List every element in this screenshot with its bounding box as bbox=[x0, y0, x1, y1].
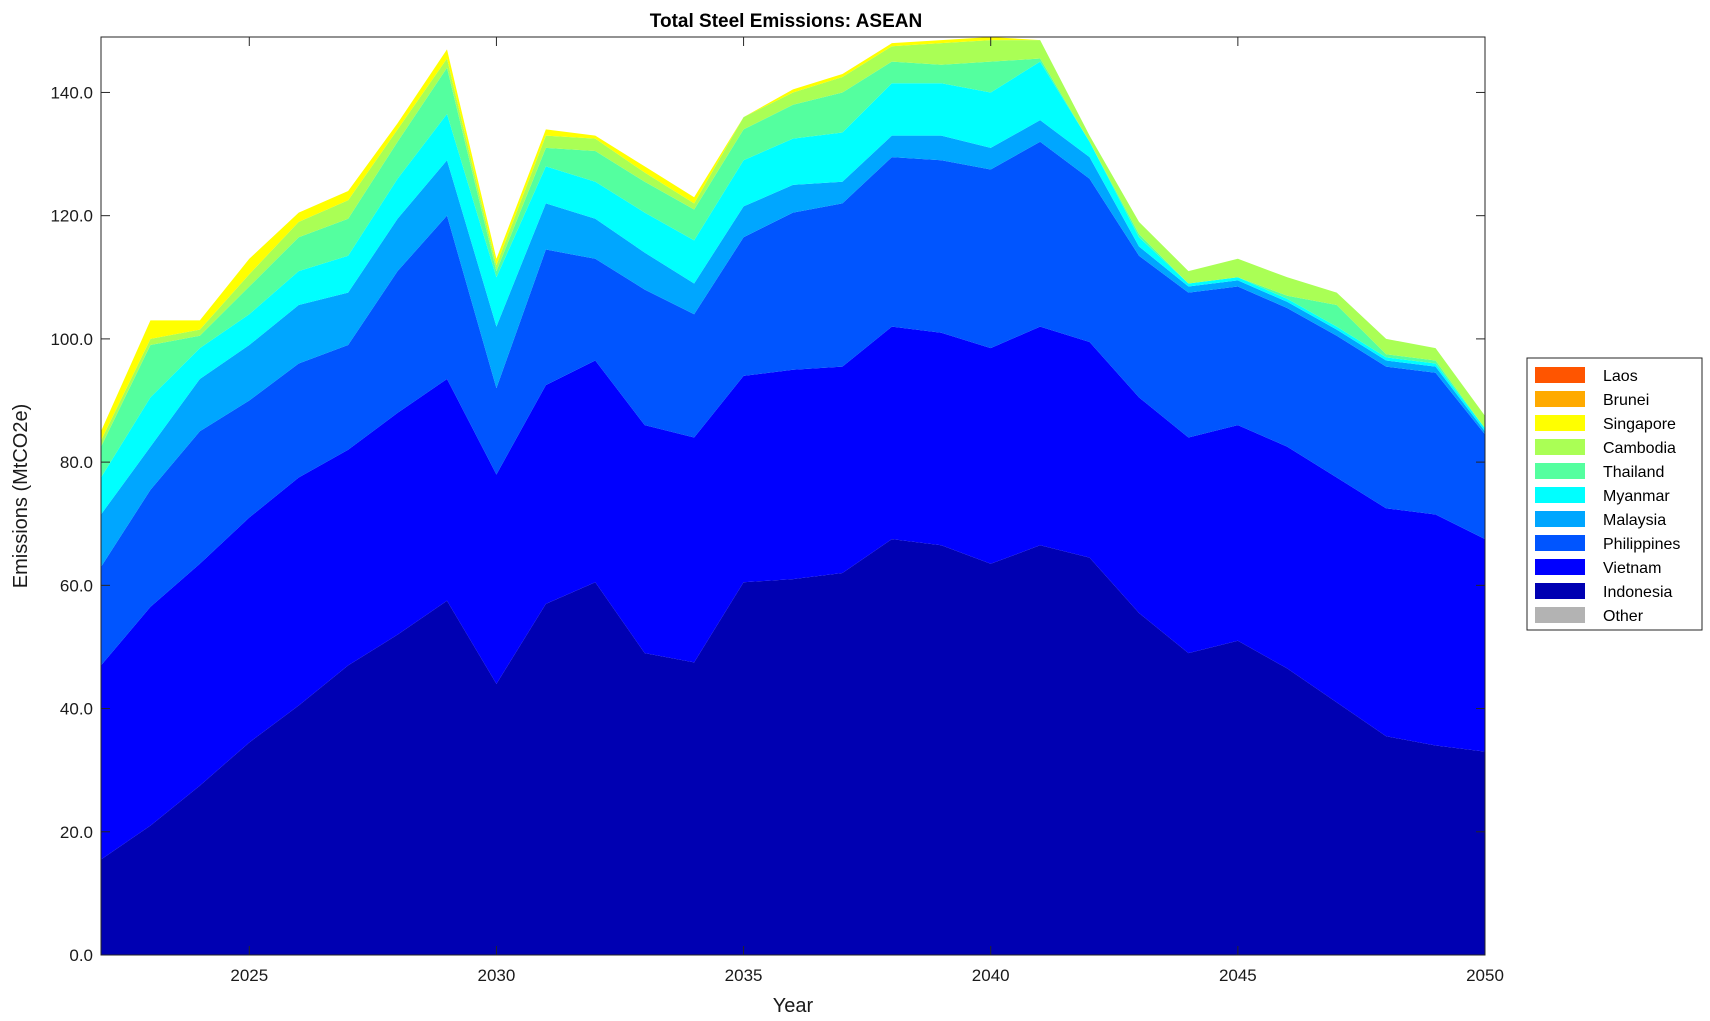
y-axis-label: Emissions (MtCO2e) bbox=[10, 404, 32, 588]
y-tick-label: 20.0 bbox=[60, 823, 93, 842]
y-tick-label: 140.0 bbox=[50, 83, 93, 102]
legend-label-other: Other bbox=[1603, 608, 1644, 625]
area-philippines bbox=[101, 141, 1485, 666]
x-tick-label: 2035 bbox=[725, 966, 763, 985]
legend-label-brunei: Brunei bbox=[1603, 392, 1649, 409]
legend-label-vietnam: Vietnam bbox=[1603, 560, 1661, 577]
legend-items: Laos Brunei Singapore Cambodia Thailand Myanm… bbox=[1535, 367, 1680, 625]
chart-title: Total Steel Emissions: ASEAN bbox=[650, 11, 922, 32]
axis-ticks-group: 2025 2030 2035 2040 2045 2050 0.0 20.0 40.0 60.0 8… bbox=[50, 37, 1504, 985]
legend-label-thailand: Thailand bbox=[1603, 464, 1664, 481]
legend-swatch-malaysia bbox=[1535, 511, 1585, 527]
x-tick-label: 2030 bbox=[478, 966, 516, 985]
x-tick-label: 2040 bbox=[972, 966, 1010, 985]
legend-swatch-vietnam bbox=[1535, 559, 1585, 575]
legend-label-myanmar: Myanmar bbox=[1603, 488, 1670, 505]
x-tick-label: 2050 bbox=[1466, 966, 1504, 985]
legend-label-cambodia: Cambodia bbox=[1603, 440, 1676, 457]
y-tick-label: 120.0 bbox=[50, 207, 93, 226]
y-tick-label: 0.0 bbox=[69, 946, 93, 965]
y-tick-label: 40.0 bbox=[60, 700, 93, 719]
x-tick-label: 2025 bbox=[230, 966, 268, 985]
legend-swatch-singapore bbox=[1535, 415, 1585, 431]
area-indonesia bbox=[101, 539, 1485, 955]
legend-label-singapore: Singapore bbox=[1603, 416, 1676, 433]
y-tick-label: 100.0 bbox=[50, 330, 93, 349]
legend-label-malaysia: Malaysia bbox=[1603, 512, 1666, 529]
x-tick-label: 2045 bbox=[1219, 966, 1257, 985]
area-vietnam bbox=[101, 326, 1485, 860]
legend-swatch-other bbox=[1535, 607, 1585, 623]
legend-swatch-laos bbox=[1535, 367, 1585, 383]
legend: Laos Brunei Singapore Cambodia Thailand Myanm… bbox=[1526, 357, 1703, 631]
y-tick-label: 80.0 bbox=[60, 453, 93, 472]
legend-label-laos: Laos bbox=[1603, 368, 1638, 385]
legend-swatch-myanmar bbox=[1535, 487, 1585, 503]
area-myanmar bbox=[101, 61, 1485, 515]
y-tick-label: 60.0 bbox=[60, 576, 93, 595]
legend-label-philippines: Philippines bbox=[1603, 536, 1680, 553]
x-axis-label: Year bbox=[773, 995, 814, 1017]
legend-label-indonesia: Indonesia bbox=[1603, 584, 1672, 601]
area-series-group bbox=[101, 37, 1485, 955]
legend-swatch-brunei bbox=[1535, 391, 1585, 407]
legend-swatch-thailand bbox=[1535, 463, 1585, 479]
legend-swatch-indonesia bbox=[1535, 583, 1585, 599]
legend-swatch-cambodia bbox=[1535, 439, 1585, 455]
legend-swatch-philippines bbox=[1535, 535, 1585, 551]
plot-frame bbox=[100, 36, 1486, 956]
area-malaysia bbox=[101, 120, 1485, 567]
